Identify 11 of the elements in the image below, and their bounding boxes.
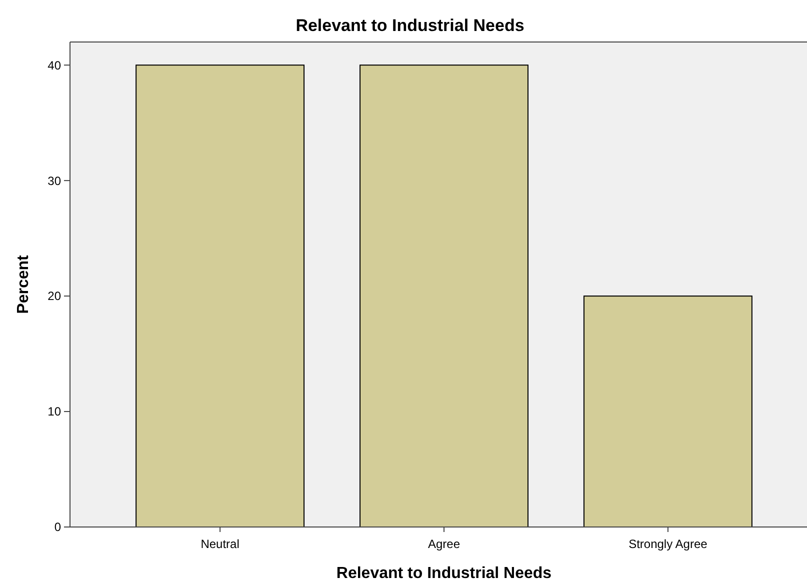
x-tick-label: Agree <box>428 537 460 551</box>
x-tick-label: Strongly Agree <box>628 537 708 551</box>
x-axis-title: Relevant to Industrial Needs <box>336 565 552 581</box>
y-tick-label: 20 <box>48 289 62 304</box>
y-tick-label: 40 <box>48 58 62 72</box>
y-tick-label: 0 <box>54 520 62 534</box>
y-tick-label: 10 <box>48 404 62 419</box>
chart-title: Relevant to Industrial Needs <box>296 16 524 35</box>
y-tick-label: 30 <box>48 174 62 188</box>
x-tick-label: Neutral <box>200 537 240 551</box>
y-axis-title: Percent <box>15 254 32 314</box>
